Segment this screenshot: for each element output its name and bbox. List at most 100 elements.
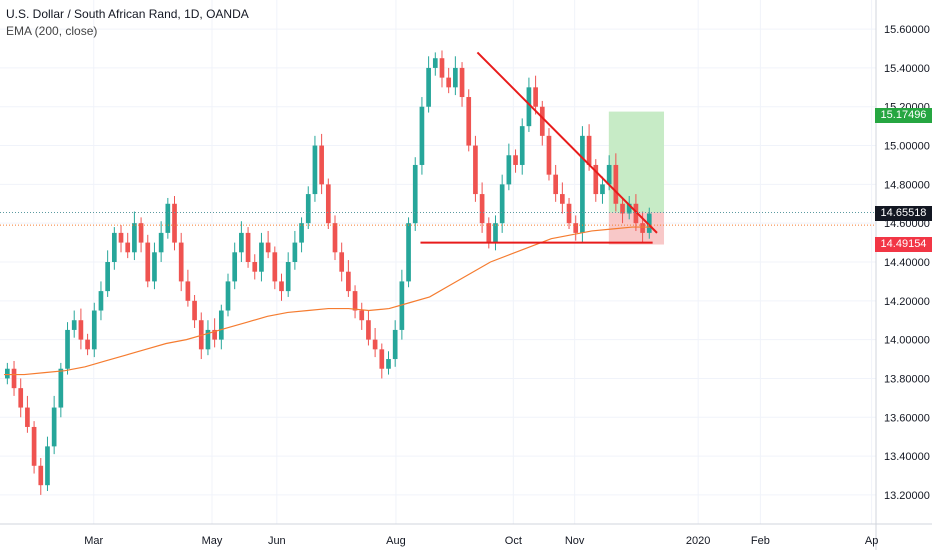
candle-body xyxy=(593,164,599,195)
x-tick-label: Ap xyxy=(865,535,878,547)
candle-body xyxy=(366,320,371,340)
candle-body xyxy=(58,368,64,408)
x-tick-label: 2020 xyxy=(686,535,710,547)
x-tick-label: Oct xyxy=(505,535,522,547)
candle-body xyxy=(18,388,24,408)
y-tick-label: 14.80000 xyxy=(884,179,930,191)
candle-body xyxy=(319,145,324,185)
candle-body xyxy=(513,155,518,165)
candle-body xyxy=(346,271,351,292)
candle-body xyxy=(626,203,632,214)
x-tick-label: Aug xyxy=(386,535,406,547)
x-tick-label: Jun xyxy=(268,535,286,547)
candle-body xyxy=(71,320,77,330)
candle-body xyxy=(352,291,358,311)
candle-body xyxy=(526,87,532,127)
candle-body xyxy=(419,106,425,165)
candle-body xyxy=(51,407,57,447)
candle-body xyxy=(212,329,217,340)
candle-body xyxy=(473,145,478,195)
candle-body xyxy=(546,135,552,175)
candle-body xyxy=(305,194,311,224)
candle-body xyxy=(506,155,512,185)
x-tick-label: May xyxy=(202,535,223,547)
candle-body xyxy=(65,329,70,369)
candle-body xyxy=(580,135,585,233)
x-tick-label: Mar xyxy=(84,535,103,547)
grid xyxy=(0,0,876,524)
chart-legend: U.S. Dollar / South African Rand, 1D, OA… xyxy=(6,6,249,40)
candle-body xyxy=(279,281,284,292)
candle-body xyxy=(25,407,30,427)
candle-body xyxy=(259,242,264,272)
candle-body xyxy=(459,67,465,98)
candle-body xyxy=(493,223,498,243)
candle-body xyxy=(285,262,291,292)
candle-body xyxy=(165,203,171,233)
candle-body xyxy=(218,310,224,340)
price-axis[interactable]: 15.6000015.4000015.2000015.0000014.80000… xyxy=(884,24,930,502)
candle-body xyxy=(553,174,559,195)
candle-body xyxy=(232,252,238,282)
candle-body xyxy=(325,184,331,224)
candle-body xyxy=(573,223,579,233)
y-tick-label: 13.20000 xyxy=(884,490,930,502)
candle-body xyxy=(339,252,345,272)
symbol-title: U.S. Dollar / South African Rand, 1D, OA… xyxy=(6,7,249,21)
candle-body xyxy=(252,262,258,272)
y-tick-label: 13.40000 xyxy=(884,451,930,463)
y-tick-label: 15.40000 xyxy=(884,63,930,75)
candle-body xyxy=(158,232,164,253)
target-price-tag: 15.17496 xyxy=(875,108,932,123)
candle-body xyxy=(132,223,137,253)
drawings xyxy=(0,51,876,244)
candle-body xyxy=(566,203,572,224)
candle-body xyxy=(31,426,37,466)
candle-body xyxy=(111,232,117,262)
time-axis[interactable]: Mar May Jun Aug Oct Nov 2020 Feb Ap xyxy=(84,535,878,547)
y-tick-label: 15.00000 xyxy=(884,141,930,153)
candle-body xyxy=(439,58,445,78)
candle-body xyxy=(533,87,538,107)
candle-body xyxy=(479,194,485,224)
candle-body xyxy=(332,223,338,253)
y-tick-label: 14.00000 xyxy=(884,335,930,347)
x-tick-label: Nov xyxy=(565,535,585,547)
y-tick-label: 15.60000 xyxy=(884,24,930,36)
candle-body xyxy=(239,232,244,253)
candle-body xyxy=(600,184,605,195)
candle-body xyxy=(5,368,10,379)
candle-body xyxy=(192,300,197,321)
candle-body xyxy=(606,164,612,185)
candle-body xyxy=(399,281,405,330)
candle-body xyxy=(105,262,110,292)
candle-body xyxy=(178,242,184,282)
candle-body xyxy=(620,203,625,214)
candle-body xyxy=(466,97,472,146)
candle-body xyxy=(586,135,592,165)
current-price-tag: 14.65518 xyxy=(875,206,932,221)
indicator-label: EMA (200, close) xyxy=(6,24,98,38)
candle-body xyxy=(272,252,278,282)
candle-body xyxy=(426,67,431,107)
y-tick-label: 14.60000 xyxy=(884,218,930,230)
candle-body xyxy=(265,242,271,253)
ema-line xyxy=(4,226,653,376)
candle-body xyxy=(412,164,418,224)
candle-body xyxy=(91,310,97,350)
trendline xyxy=(476,51,658,234)
candle-body xyxy=(486,223,492,243)
candle-body xyxy=(432,58,438,68)
candle-body xyxy=(312,145,318,195)
candle-body xyxy=(446,77,452,88)
candle-body xyxy=(45,446,50,486)
candle-body xyxy=(138,223,144,243)
candle-body xyxy=(453,67,458,88)
candle-body xyxy=(98,291,104,311)
candle-body xyxy=(519,126,525,165)
candle-body xyxy=(185,281,191,301)
candle-body xyxy=(118,232,124,243)
candle-body xyxy=(11,368,17,389)
candle-body xyxy=(379,349,385,369)
